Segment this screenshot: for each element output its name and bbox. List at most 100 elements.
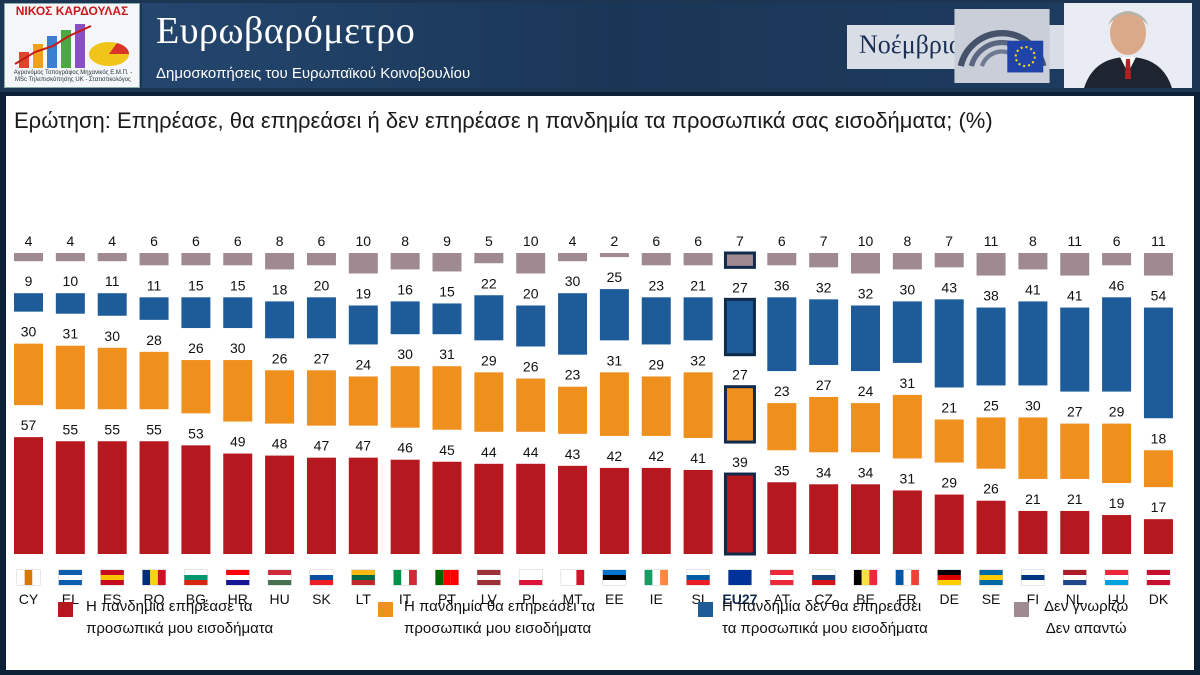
data-label: 26 <box>188 340 204 356</box>
data-label: 27 <box>816 377 832 393</box>
country-column-fr: 31 31 30 8 FR <box>892 233 922 607</box>
bar-affected <box>809 484 839 554</box>
bar-dont-know <box>390 253 420 270</box>
flag-icon-lv <box>477 569 501 586</box>
bar-dont-know <box>265 253 295 270</box>
flag-icon-lt <box>351 569 376 586</box>
data-label: 10 <box>523 233 539 249</box>
data-label: 4 <box>108 233 116 249</box>
data-label: 23 <box>565 367 581 383</box>
bar-dont-know <box>976 253 1006 276</box>
bar-affected <box>934 494 964 554</box>
data-label: 55 <box>104 421 120 437</box>
bar-not-affect <box>767 297 797 372</box>
bar-affected <box>14 437 43 554</box>
tick-label: IT <box>399 591 412 607</box>
tick-label: ES <box>103 591 122 607</box>
bar-dont-know <box>851 253 880 274</box>
country-column-fi: 21 30 41 8 FI <box>1018 233 1048 607</box>
flag-icon-lu <box>1104 569 1129 586</box>
flag-icon-el <box>58 569 83 586</box>
bar-affected <box>683 469 713 554</box>
tick-label: HR <box>228 591 248 607</box>
data-label: 4 <box>66 233 74 249</box>
data-label: 26 <box>983 481 999 497</box>
country-column-cy: 57 30 9 4 CY <box>14 233 43 607</box>
data-label: 6 <box>652 233 660 249</box>
country-column-lv: 44 29 22 5 LV <box>474 233 504 607</box>
data-label: 38 <box>983 288 999 304</box>
tick-label: CY <box>19 591 39 607</box>
country-column-se: 26 25 38 11 SE <box>976 233 1006 607</box>
data-label: 46 <box>397 440 413 456</box>
bar-dont-know <box>1060 253 1090 276</box>
bar-not-affect <box>390 301 420 335</box>
bar-affected <box>348 457 378 554</box>
data-label: 30 <box>1025 397 1041 413</box>
bar-dont-know <box>809 253 839 268</box>
bar-will-affect <box>976 417 1006 469</box>
flag-icon-dk <box>1146 569 1171 586</box>
country-column-hu: 48 26 18 8 HU <box>265 233 295 607</box>
bar-dont-know <box>723 251 756 269</box>
bar-dont-know <box>558 253 588 262</box>
author-logo: ΝΙΚΟΣ ΚΑΡΔΟΥΛΑΣ Αγρονόμος Τοπογράφος Μηχ… <box>4 3 140 88</box>
data-label: 10 <box>356 233 372 249</box>
bar-not-affect <box>851 305 880 372</box>
country-column-dk: 17 18 54 11 DK <box>1143 233 1173 607</box>
bar-dont-know <box>223 253 253 266</box>
bar-dont-know <box>432 253 462 272</box>
bar-affected <box>516 463 546 554</box>
data-label: 29 <box>481 352 497 368</box>
data-label: 4 <box>569 233 577 249</box>
data-label: 31 <box>900 470 916 486</box>
author-photo <box>1064 3 1192 88</box>
bar-will-affect <box>474 372 504 432</box>
bar-will-affect <box>97 347 127 410</box>
legend-swatch-dont-know <box>1014 602 1029 617</box>
flag-icon-cy <box>16 569 41 586</box>
flag-icon-ee <box>602 569 627 586</box>
data-label: 10 <box>858 233 874 249</box>
data-label: 32 <box>690 352 706 368</box>
data-label: 21 <box>1025 491 1041 507</box>
country-column-be: 34 24 32 10 BE <box>851 233 880 607</box>
country-column-lt: 47 24 19 10 LT <box>348 233 378 607</box>
bar-will-affect <box>851 403 880 453</box>
chart-panel: Ερώτηση: Επηρέασε, θα επηρεάσει ή δεν επ… <box>6 96 1194 670</box>
bar-affected <box>1102 515 1132 554</box>
data-label: 19 <box>356 286 372 302</box>
data-label: 42 <box>648 448 664 464</box>
data-label: 7 <box>736 233 744 249</box>
bar-affected <box>55 441 85 554</box>
tick-label: LU <box>1108 591 1126 607</box>
flag-icon-nl <box>1063 569 1087 586</box>
data-label: 29 <box>648 356 664 372</box>
bar-will-affect <box>558 386 588 434</box>
country-column-hr: 49 30 15 6 HR <box>223 233 253 607</box>
legend-swatch-will-affect <box>378 602 393 617</box>
legend-label: Η πανδημία επηρέασε τα <box>86 598 253 615</box>
chart-legend: Η πανδημία επηρέασε τα προσωπικά μου εισ… <box>6 596 1194 666</box>
data-label: 8 <box>1029 233 1037 249</box>
country-column-es: 55 30 11 4 ES <box>97 233 127 607</box>
data-label: 44 <box>481 444 497 460</box>
data-label: 30 <box>21 324 37 340</box>
data-label: 24 <box>858 383 874 399</box>
data-label: 30 <box>565 273 581 289</box>
bar-will-affect <box>767 403 797 451</box>
portrait-image <box>1064 3 1192 88</box>
data-label: 20 <box>523 286 539 302</box>
bar-dont-know <box>139 253 169 266</box>
bar-not-affect <box>474 295 504 341</box>
bar-affected <box>641 467 671 554</box>
legend-label: τα προσωπικά μου εισοδήματα <box>722 620 928 637</box>
tick-label: LT <box>356 591 372 607</box>
data-label: 6 <box>1113 233 1121 249</box>
data-label: 26 <box>523 359 539 375</box>
bar-will-affect <box>683 372 713 438</box>
bar-not-affect <box>1143 307 1173 419</box>
data-label: 7 <box>945 233 953 249</box>
flag-icon-hr <box>226 569 250 586</box>
